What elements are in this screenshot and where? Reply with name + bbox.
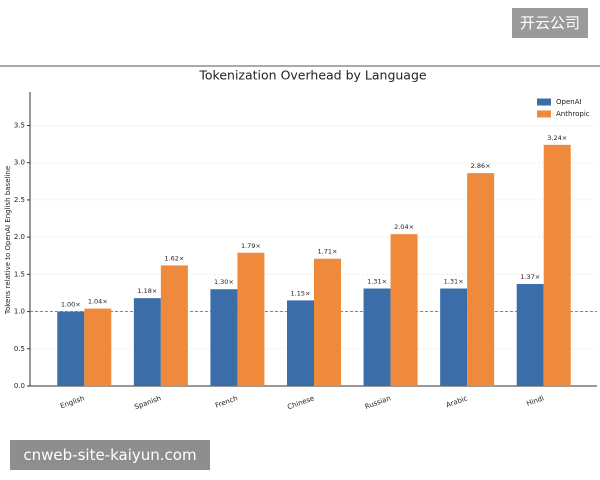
- legend-swatch: [537, 98, 551, 106]
- legend-label: OpenAI: [556, 98, 582, 106]
- y-tick-label: 0.5: [14, 345, 25, 353]
- value-label: 1.79×: [241, 242, 261, 250]
- bar: [467, 173, 495, 386]
- x-tick-label: English: [59, 394, 85, 410]
- x-tick-label: Spanish: [134, 394, 163, 411]
- y-tick-label: 2.0: [14, 233, 25, 241]
- bar: [516, 284, 544, 386]
- bar: [543, 144, 571, 386]
- value-label: 1.31×: [444, 277, 464, 285]
- bar: [237, 252, 265, 386]
- value-label: 1.62×: [164, 254, 184, 262]
- x-tick-label: Chinese: [286, 394, 315, 411]
- value-label: 1.04×: [88, 298, 108, 306]
- y-tick-label: 1.5: [14, 270, 25, 278]
- value-label: 1.37×: [520, 273, 540, 281]
- y-tick-label: 3.5: [14, 121, 25, 129]
- bar: [210, 289, 238, 386]
- value-label: 2.04×: [394, 223, 414, 231]
- bar: [440, 288, 468, 386]
- value-label: 1.30×: [214, 278, 234, 286]
- x-tick-label: Arabic: [445, 394, 469, 409]
- value-label: 1.31×: [367, 277, 387, 285]
- bar: [363, 288, 391, 386]
- bar: [57, 311, 85, 386]
- bar: [133, 298, 161, 386]
- chart-title: Tokenization Overhead by Language: [198, 68, 427, 83]
- y-tick-label: 1.0: [14, 308, 25, 316]
- value-label: 1.00×: [61, 301, 81, 309]
- watermark: cnweb-site-kaiyun.com: [10, 440, 210, 470]
- x-tick-label: Hindi: [525, 394, 545, 408]
- bar: [84, 308, 112, 386]
- value-label: 1.71×: [318, 248, 338, 256]
- legend-label: Anthropic: [556, 110, 590, 118]
- bar: [160, 265, 188, 386]
- y-axis-label: Tokens relative to OpenAI English baseli…: [4, 166, 12, 315]
- value-label: 3.24×: [547, 134, 567, 142]
- y-tick-label: 3.0: [14, 159, 25, 167]
- value-label: 2.86×: [471, 162, 491, 170]
- legend-swatch: [537, 110, 551, 118]
- value-label: 1.18×: [137, 287, 157, 295]
- bar: [287, 300, 314, 386]
- x-tick-label: French: [214, 394, 239, 409]
- value-label: 1.15×: [291, 289, 311, 297]
- y-tick-label: 2.5: [14, 196, 25, 204]
- y-tick-label: 0.0: [14, 382, 25, 390]
- x-tick-label: Russian: [364, 394, 392, 411]
- button[interactable]: 开云公司: [512, 8, 588, 38]
- bar: [314, 258, 341, 386]
- bar: [390, 234, 418, 386]
